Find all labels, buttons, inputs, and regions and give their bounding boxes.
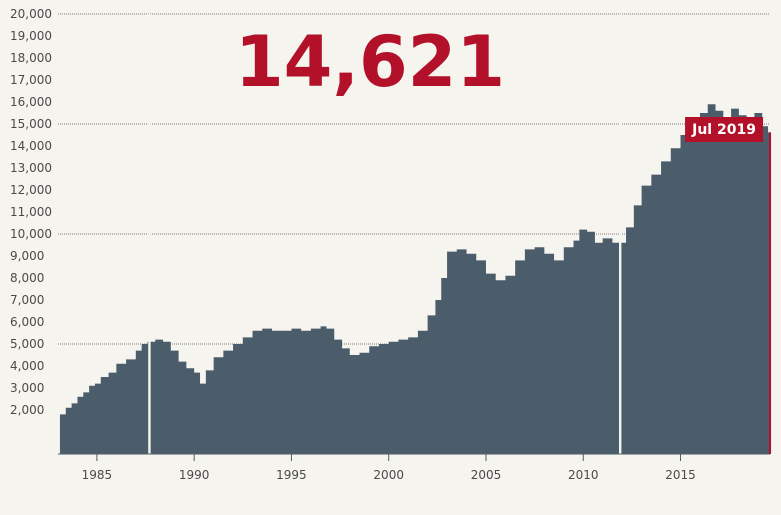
y-tick-label: 10,000 — [10, 227, 52, 241]
y-tick-label: 20,000 — [10, 7, 52, 21]
series-gaps — [148, 14, 622, 454]
x-tick-label: 1995 — [276, 468, 307, 482]
y-tick-label: 3,000 — [10, 381, 44, 395]
y-tick-label: 17,000 — [10, 73, 52, 87]
series-gap — [619, 14, 622, 454]
latest-date-callout: Jul 2019 — [685, 117, 764, 142]
x-tick-label: 1985 — [82, 468, 113, 482]
y-axis: 2,000 3,000 4,000 5,000 6,000 7,000 8,000 9,000… — [10, 7, 52, 417]
x-tick-label: 2015 — [665, 468, 696, 482]
y-tick-label: 8,000 — [10, 271, 44, 285]
y-tick-label: 2,000 — [10, 403, 44, 417]
series-gap — [148, 14, 151, 454]
callout-label: Jul 2019 — [691, 122, 756, 138]
callout-background — [685, 117, 764, 142]
x-tick-label: 2000 — [373, 468, 404, 482]
y-tick-label: 19,000 — [10, 29, 52, 43]
y-tick-label: 14,000 — [10, 139, 52, 153]
y-tick-label: 18,000 — [10, 51, 52, 65]
y-tick-label: 11,000 — [10, 205, 52, 219]
headline-value: 14,621 — [235, 21, 505, 103]
y-tick-label: 7,000 — [10, 293, 44, 307]
x-tick-label: 1990 — [179, 468, 210, 482]
y-tick-label: 16,000 — [10, 95, 52, 109]
x-tick-label: 2010 — [568, 468, 599, 482]
y-tick-label: 13,000 — [10, 161, 52, 175]
y-tick-label: 12,000 — [10, 183, 52, 197]
area-fill — [59, 104, 771, 454]
y-tick-label: 15,000 — [10, 117, 52, 131]
y-tick-label: 4,000 — [10, 359, 44, 373]
y-tick-label: 9,000 — [10, 249, 44, 263]
x-tick-label: 2005 — [471, 468, 502, 482]
y-tick-label: 6,000 — [10, 315, 44, 329]
y-tick-label: 5,000 — [10, 337, 44, 351]
x-axis: 1985 1990 1995 2000 2005 2010 2015 — [82, 454, 696, 482]
